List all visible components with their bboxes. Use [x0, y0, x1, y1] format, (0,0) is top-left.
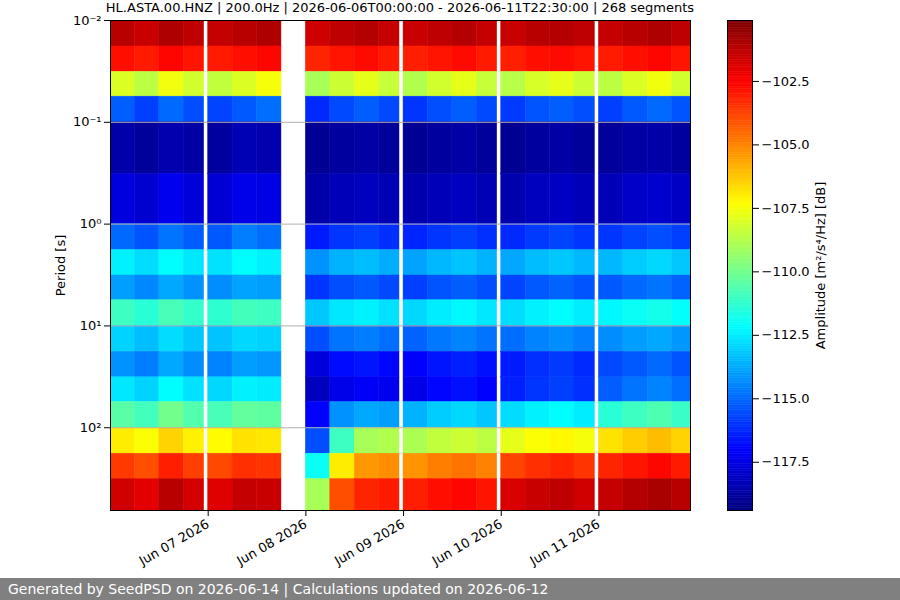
svg-text:−102.5: −102.5: [762, 74, 810, 89]
svg-text:Amplitude [m²/s⁴/Hz] [dB]: Amplitude [m²/s⁴/Hz] [dB]: [813, 182, 828, 350]
svg-text:−117.5: −117.5: [762, 454, 810, 469]
svg-text:Period [s]: Period [s]: [53, 235, 68, 297]
svg-text:−112.5: −112.5: [762, 327, 810, 342]
svg-text:−115.0: −115.0: [762, 391, 810, 406]
svg-text:10⁰: 10⁰: [80, 216, 102, 231]
svg-text:−105.0: −105.0: [762, 137, 810, 152]
svg-text:Jun 10 2026: Jun 10 2026: [429, 516, 505, 569]
svg-text:Jun 11 2026: Jun 11 2026: [526, 516, 602, 569]
svg-text:10²: 10²: [80, 420, 102, 435]
svg-text:Jun 09 2026: Jun 09 2026: [331, 516, 407, 569]
svg-text:−110.0: −110.0: [762, 264, 810, 279]
html-text:HL.ASTA.00.HNZ | 200.0Hz | 202: HL.ASTA.00.HNZ | 200.0Hz | 2026-06-06T00…: [105, 0, 695, 15]
svg-text:−107.5: −107.5: [762, 201, 810, 216]
svg-text:10⁻²: 10⁻²: [73, 13, 102, 28]
svg-text:Jun 07 2026: Jun 07 2026: [136, 516, 212, 569]
svg-text:Jun 08 2026: Jun 08 2026: [233, 516, 309, 569]
svg-text:10⁻¹: 10⁻¹: [73, 114, 102, 129]
svg-text:10¹: 10¹: [80, 318, 102, 333]
html-text:Generated by SeedPSD on 2026-0: Generated by SeedPSD on 2026-06-14 | Cal…: [8, 581, 549, 597]
